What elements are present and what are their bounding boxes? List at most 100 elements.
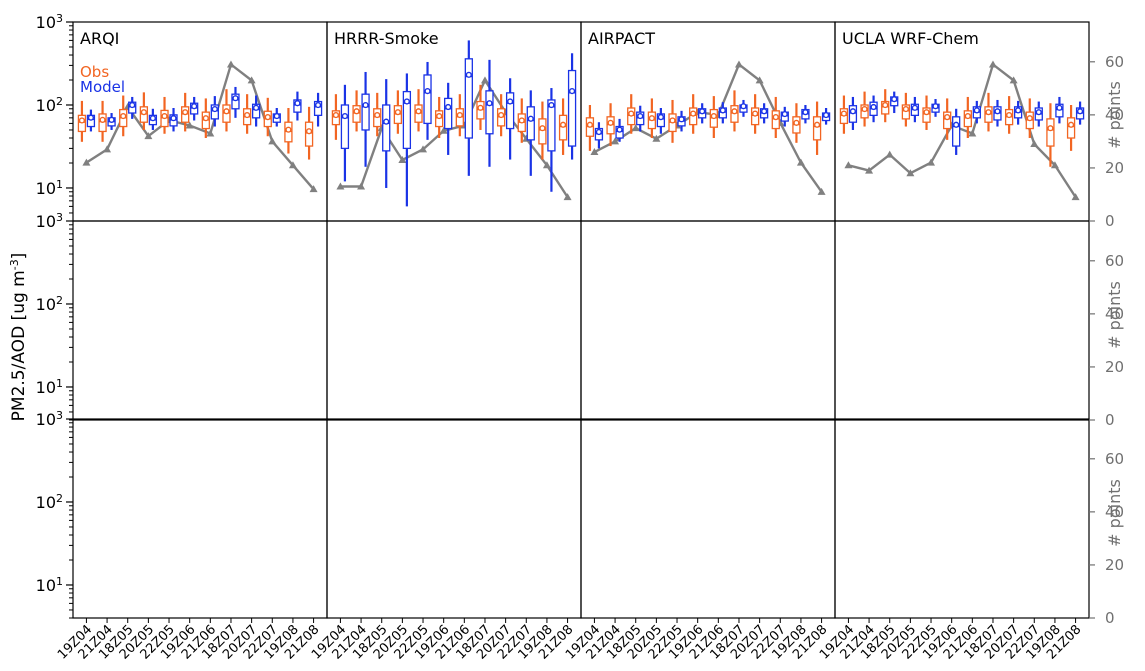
obs-mean [669,117,676,124]
y-tick-base: 10 [36,212,56,231]
panel-title: ARQI [80,29,119,48]
y-tick-base: 10 [36,295,56,314]
panel-title: AIRPACT [588,29,655,48]
model-mean [507,98,514,105]
points-marker [439,126,448,134]
model-box [656,113,666,128]
model-mean [362,101,369,109]
model-mean [1056,104,1063,111]
obs-mean [628,110,635,117]
points-marker [419,145,428,153]
model-mean [678,116,685,123]
model-mean [719,107,726,114]
y-tick-label: 101 [36,376,63,397]
model-mean [568,88,576,95]
points-marker [988,60,997,68]
obs-mean [436,112,443,120]
obs-mean [223,108,230,115]
y2-tick-label: 60 [1105,450,1124,468]
obs-mean [285,126,292,133]
obs-mean [161,112,168,120]
model-mean [108,116,115,123]
y-tick-exp: 2 [56,491,63,504]
y-tick-exp: 3 [56,211,63,224]
model-box [231,93,240,110]
model-mean [445,103,452,111]
y-tick-label: 103 [36,12,63,33]
points-marker [357,182,366,190]
model-mean [657,114,664,121]
obs-mean [394,109,401,116]
model-mean [486,100,493,107]
obs-mean [477,104,484,111]
points-marker [268,137,277,145]
points-marker [82,158,91,166]
obs-mean [456,111,463,119]
y-tick-exp: 1 [56,574,63,587]
model-box [485,90,494,135]
y2-tick-label: 20 [1105,358,1124,376]
y-axis-label: PM2.5/AOD [ug m-3] [8,253,30,422]
model-box [464,58,473,139]
model-mean [761,108,768,115]
panel-airpact: AIRPACT [585,29,831,195]
points-marker [185,121,194,129]
points-marker [226,60,235,68]
obs-mean [944,114,951,121]
model-mean [802,109,809,116]
obs-mean [78,117,86,124]
points-marker [611,137,620,145]
obs-mean [353,108,360,115]
y-tick-label: 102 [36,293,63,314]
panel-frame [326,418,582,619]
model-mean [149,115,156,122]
model-mean [211,105,218,113]
model-mean [314,101,322,109]
model-box [423,74,432,125]
obs-mean [305,128,313,135]
points-marker [590,148,599,156]
obs-mean [840,110,848,117]
panel-title: UCLA WRF-Chem [842,29,979,48]
model-box [361,93,370,131]
obs-mean [690,110,697,117]
model-box [313,100,323,117]
model-mean [465,71,472,78]
obs-mean [1067,121,1075,128]
points-marker [206,129,215,137]
obs-mean [559,121,567,128]
y2-tick-label: 40 [1105,106,1124,124]
y-tick-exp: 2 [56,293,63,306]
points-marker [103,145,112,153]
obs-mean [244,111,251,119]
obs-mean [120,112,127,120]
points-marker [563,193,572,201]
points-marker [631,124,640,132]
model-mean [527,115,534,122]
y2-tick-label: 60 [1105,252,1124,270]
obs-mean [861,105,868,113]
obs-mean [1006,111,1013,119]
model-mean [616,126,623,133]
obs-mean [813,121,821,128]
points-marker [542,161,551,169]
y-tick-label: 101 [36,574,63,595]
model-mean [994,108,1001,115]
model-mean [699,108,706,115]
y-tick-base: 10 [36,179,56,198]
points-marker [1050,161,1059,169]
panel-frame [326,220,582,421]
y-tick-base: 10 [36,576,56,595]
y-tick-exp: 3 [56,12,63,25]
model-mean [870,103,877,111]
obs-mean [731,108,738,115]
model-mean [637,112,644,120]
model-box [567,69,577,147]
panel-frame [834,418,1090,619]
extra-rows-group [72,21,1090,619]
obs-mean [202,115,209,122]
y-tick-base: 10 [36,410,56,429]
model-box [526,106,535,141]
model-mean [849,108,857,115]
points-marker [652,134,661,142]
